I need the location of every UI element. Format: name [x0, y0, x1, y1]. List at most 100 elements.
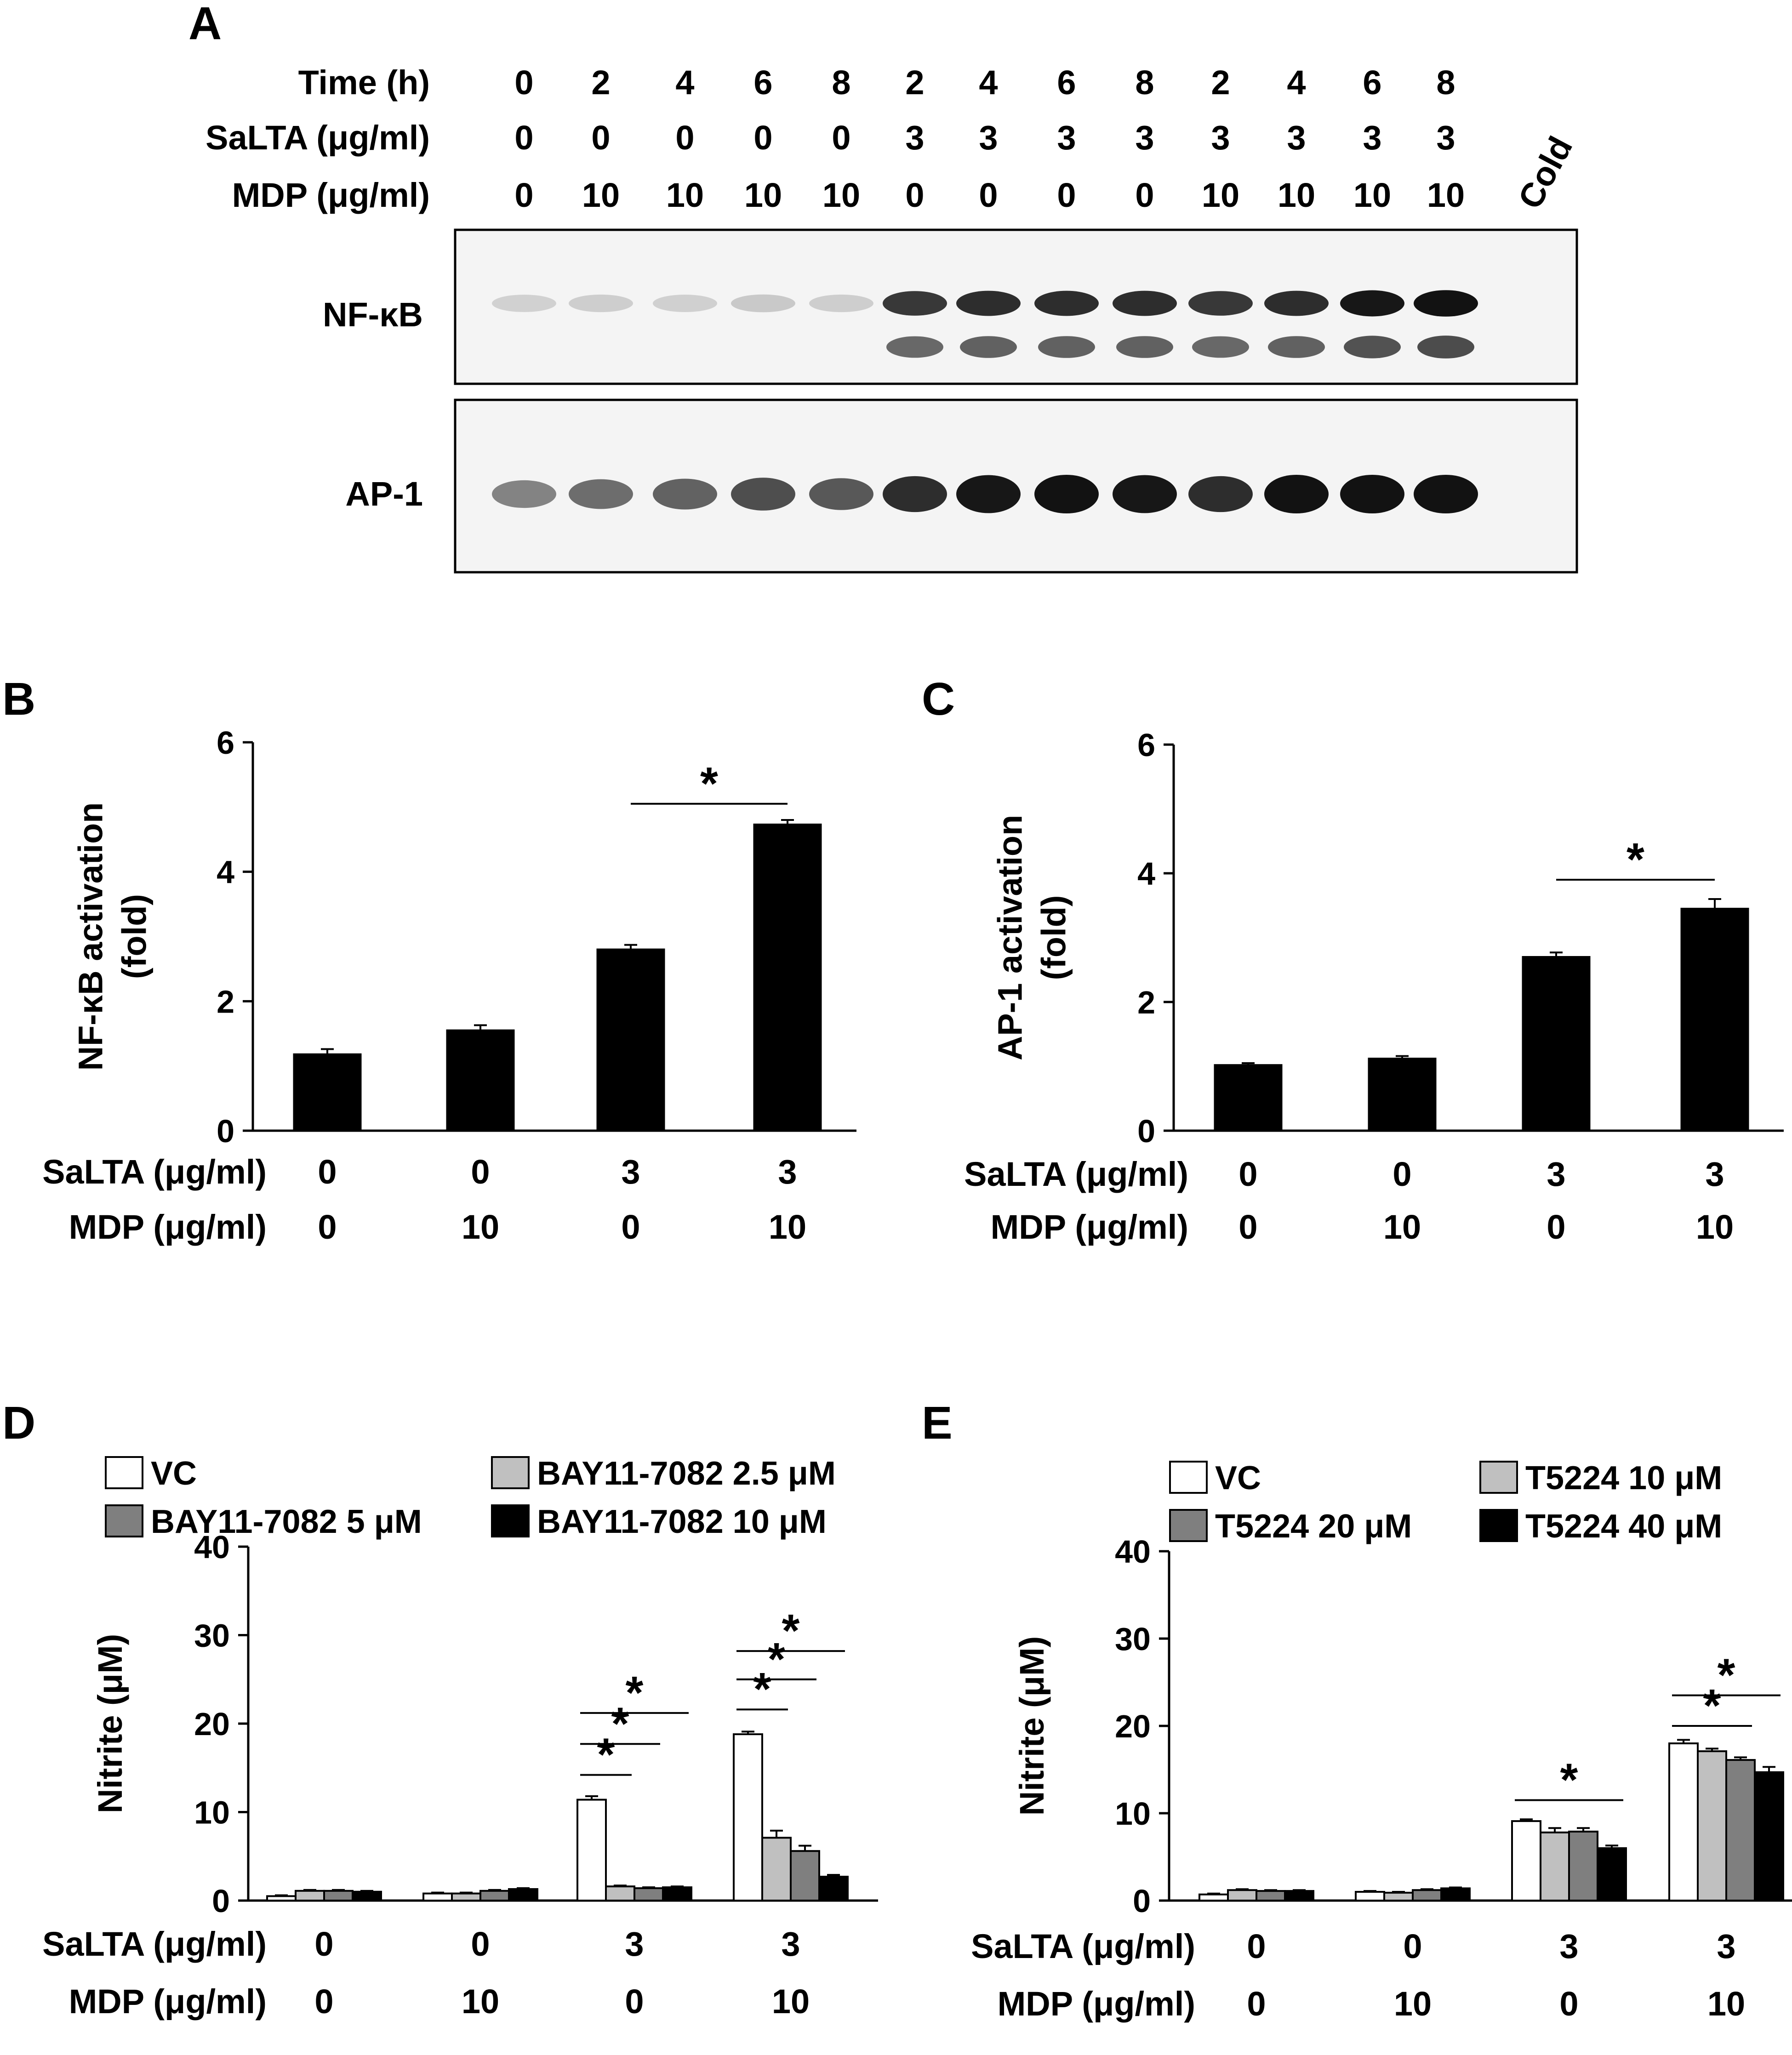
- chart-e-bar-s4-g3: [1597, 1847, 1627, 1901]
- chart-c-ytick-label-0: 0: [1137, 1113, 1155, 1149]
- chart-d-ytick-label-3: 30: [194, 1618, 230, 1654]
- lane-3-row-2-value: 0: [675, 119, 694, 157]
- mdp-row-label: MDP (μg/ml): [232, 176, 430, 214]
- chart-d-bar-s3-g3: [633, 1887, 664, 1901]
- chart-d-bar-s3-g4: [790, 1850, 820, 1901]
- chart-d-bar-s1-g4: [733, 1733, 763, 1902]
- chart-d-cond-1-value-0: 0: [314, 1982, 333, 2021]
- chart-b-cond-0-value-3: 3: [778, 1153, 797, 1191]
- chart-c-cond-1-value-1: 10: [1383, 1208, 1421, 1246]
- chart-d-sig-star-1: *: [611, 1698, 629, 1749]
- chart-d-cond-0-value-0: 0: [314, 1925, 333, 1963]
- panel-b-letter: B: [2, 673, 35, 725]
- chart-e-legend-swatch-3: [1479, 1509, 1518, 1542]
- chart-d-legend-swatch-0: [105, 1456, 143, 1489]
- chart-d-bar-s1-g2: [422, 1892, 453, 1902]
- lane-11-row-2-value: 3: [1287, 119, 1306, 157]
- chart-b: 0 2 4 6 NF-κB activation (fold) * SaLTA (μg/ml)…: [42, 725, 856, 1246]
- ap1-band-lane-1: [492, 480, 556, 508]
- chart-b-cond-1-value-2: 0: [621, 1208, 640, 1246]
- lane-6-row-2-value: 3: [905, 119, 924, 157]
- ap1-band-lane-6: [883, 476, 947, 512]
- ap1-band-lane-13: [1414, 474, 1478, 514]
- nfkb-band-lane-6: [883, 291, 947, 316]
- nfkb-lower-band-lane-10: [1192, 336, 1249, 358]
- chart-e-cond-label-1: MDP (μg/ml): [998, 1985, 1195, 2023]
- chart-d-sig-star-0: *: [597, 1729, 615, 1781]
- chart-d-bar-s2-g4: [761, 1837, 792, 1901]
- nfkb-lower-band-lane-12: [1344, 336, 1401, 359]
- chart-e-cond-1-value-2: 0: [1559, 1985, 1578, 2023]
- chart-e-sig-star-1: *: [1703, 1680, 1721, 1731]
- chart-b-cond-0-value-2: 3: [621, 1153, 640, 1191]
- lane-4-row-3-value: 10: [744, 176, 782, 214]
- chart-b-bar-s1-g4: [753, 823, 822, 1132]
- chart-d-legend-label-1: BAY11-7082 2.5 μM: [537, 1455, 836, 1492]
- chart-e-cond-0-value-0: 0: [1247, 1927, 1266, 1965]
- lane-11-row-3-value: 10: [1278, 176, 1315, 214]
- nfkb-band-lane-3: [653, 295, 717, 312]
- chart-e-bar-s4-g4: [1754, 1771, 1784, 1901]
- chart-e-bar-s3-g4: [1725, 1759, 1756, 1902]
- nfkb-band-lane-5: [809, 294, 873, 313]
- lane-1-row-2-value: 0: [514, 119, 533, 157]
- chart-c-ylabel-line-0: AP-1 activation: [991, 815, 1029, 1061]
- ap1-band-lane-11: [1264, 474, 1329, 514]
- ap1-band-lane-2: [569, 479, 633, 509]
- chart-b-sig-star-0: *: [700, 758, 718, 809]
- chart-e-ytick-label-4: 40: [1115, 1534, 1151, 1570]
- chart-e-ytick-label-3: 30: [1115, 1621, 1151, 1657]
- chart-c-cond-0-value-2: 3: [1547, 1155, 1565, 1193]
- chart-c-bar-s1-g4: [1680, 908, 1749, 1132]
- chart-c-ytick-label-3: 6: [1137, 727, 1155, 763]
- ap1-band-lane-12: [1340, 474, 1404, 514]
- chart-d-bar-s4-g1: [352, 1890, 382, 1901]
- chart-e-sig-star-2: *: [1718, 1650, 1735, 1701]
- nfkb-lower-band-lane-9: [1116, 336, 1173, 358]
- chart-e-legend-label-3: T5224 40 μM: [1525, 1508, 1722, 1545]
- chart-c-ylabel-line-1: (fold): [1035, 895, 1073, 980]
- chart-d-legend-label-0: VC: [151, 1455, 197, 1492]
- chart-e-bar-s3-g2: [1412, 1889, 1442, 1902]
- chart-e-legend-swatch-2: [1169, 1509, 1208, 1542]
- nfkb-band-lane-13: [1414, 290, 1478, 317]
- lane-8-row-2-value: 3: [1057, 119, 1076, 157]
- chart-e-legend-label-1: T5224 10 μM: [1525, 1460, 1722, 1497]
- chart-d-bar-s4-g4: [818, 1876, 849, 1901]
- chart-d-ylabel-line-0: Nitrite (μM): [91, 1634, 129, 1814]
- chart-b-cond-0-value-0: 0: [318, 1153, 337, 1191]
- chart-e-legend-swatch-0: [1169, 1461, 1208, 1494]
- ap1-band-lane-10: [1188, 476, 1253, 512]
- lane-7-row-1-value: 4: [979, 63, 998, 102]
- blot-bands: [492, 290, 1478, 514]
- nfkb-band-lane-10: [1188, 291, 1253, 316]
- lane-12-row-3-value: 10: [1353, 176, 1391, 214]
- chart-d-bar-s3-g1: [323, 1890, 354, 1902]
- cold-label: Cold: [1511, 130, 1580, 215]
- chart-e-legend-label-0: VC: [1215, 1460, 1261, 1497]
- chart-b-ylabel-line-0: NF-κB activation: [72, 803, 110, 1071]
- nfkb-band-lane-7: [956, 290, 1021, 316]
- lane-4-row-2-value: 0: [753, 119, 772, 157]
- nfkb-lower-band-lane-8: [1038, 336, 1095, 358]
- lane-13-row-1-value: 8: [1436, 63, 1455, 102]
- lane-9-row-1-value: 8: [1135, 63, 1154, 102]
- lane-13-row-3-value: 10: [1427, 176, 1465, 214]
- lane-12-row-2-value: 3: [1363, 119, 1381, 157]
- ap1-band-lane-5: [809, 478, 873, 510]
- nfkb-band-lane-1: [492, 295, 556, 312]
- chart-e-cond-1-value-0: 0: [1247, 1985, 1266, 2023]
- lane-1-row-1-value: 0: [514, 63, 533, 102]
- lane-3-row-3-value: 10: [666, 176, 704, 214]
- chart-d-legend-label-3: BAY11-7082 10 μM: [537, 1503, 827, 1540]
- lane-9-row-3-value: 0: [1135, 176, 1154, 214]
- lane-12-row-1-value: 6: [1363, 63, 1381, 102]
- chart-c-bar-s1-g3: [1522, 956, 1591, 1132]
- time-row-label: Time (h): [298, 63, 430, 102]
- chart-e-legend-swatch-1: [1479, 1461, 1518, 1494]
- chart-b-ytick-label-3: 6: [217, 725, 234, 761]
- chart-d-ytick-label-1: 10: [194, 1795, 230, 1831]
- chart-e-bar-s2-g4: [1697, 1750, 1727, 1902]
